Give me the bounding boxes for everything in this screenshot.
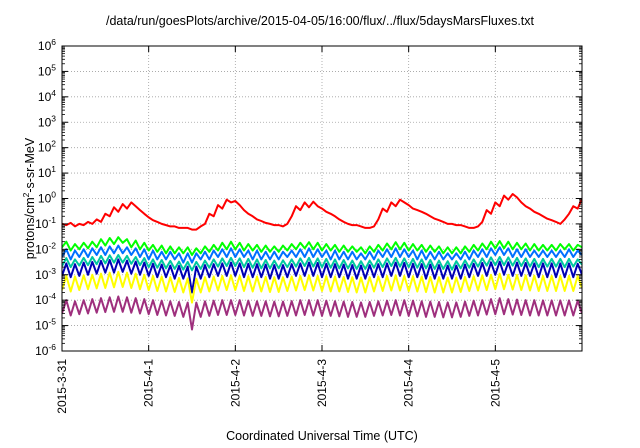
y-tick-label: 103 — [38, 113, 56, 129]
y-tick-label: 10-1 — [35, 215, 56, 231]
data-series-group — [62, 193, 582, 331]
series-line-3 — [62, 244, 582, 264]
series-line-5 — [62, 258, 582, 294]
y-tick-label: 105 — [38, 62, 56, 78]
series-line-1 — [62, 193, 582, 231]
grid-lines — [62, 46, 582, 351]
y-tick-label: 10-6 — [35, 342, 56, 358]
x-tick-label: 2015-3-31 — [55, 359, 69, 414]
y-tick-label: 10-4 — [35, 291, 56, 307]
series-line-2 — [62, 236, 582, 256]
tick-labels: 10-6 10-5 10-4 10-3 10-2 10-1 100 101 102 103 104 1… — [35, 37, 502, 414]
x-tick-label: 2015-4-4 — [402, 359, 416, 407]
axis-ticks — [61, 45, 582, 352]
y-tick-label: 10-2 — [35, 240, 56, 256]
y-tick-label: 101 — [38, 164, 56, 180]
x-tick-label: 2015-4-1 — [142, 359, 156, 407]
x-tick-label: 2015-4-5 — [488, 359, 502, 407]
x-tick-label: 2015-4-2 — [228, 359, 242, 407]
x-tick-label: 2015-4-3 — [315, 359, 329, 407]
chart-title: /data/run/goesPlots/archive/2015-04-05/1… — [105, 14, 534, 28]
y-axis-label: protons/cm2-s-sr-MeV — [21, 137, 37, 259]
y-tick-label: 100 — [38, 190, 56, 206]
y-tick-label: 10-3 — [35, 266, 56, 282]
y-tick-label: 106 — [38, 37, 56, 53]
y-tick-label: 10-5 — [35, 317, 56, 333]
y-axis-label-superscript: 2 — [21, 192, 31, 197]
y-tick-label: 102 — [38, 139, 56, 155]
series-line-4 — [62, 254, 582, 272]
x-axis-label: Coordinated Universal Time (UTC) — [226, 429, 418, 443]
series-line-6 — [62, 270, 582, 304]
y-tick-label: 104 — [38, 88, 56, 104]
series-line-7 — [62, 295, 582, 331]
